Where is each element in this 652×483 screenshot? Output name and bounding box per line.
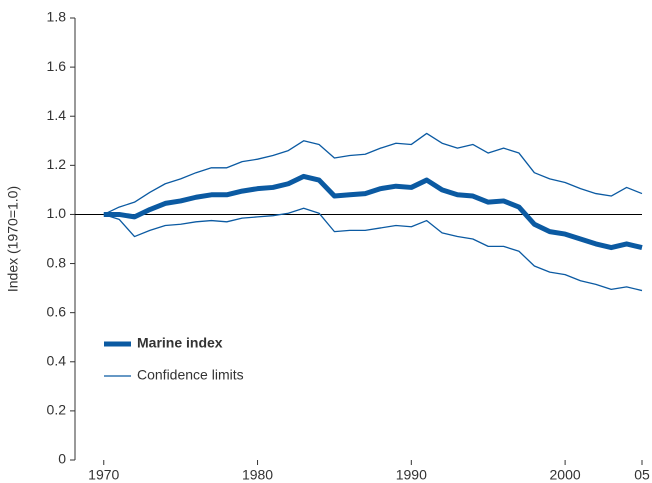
y-tick-label: 0.6 <box>47 303 67 319</box>
index-line <box>103 173 643 251</box>
x-tick-label: 05 <box>634 467 650 483</box>
y-tick-label: 0 <box>58 451 66 467</box>
y-tick-label: 0.4 <box>47 352 67 368</box>
confidence-upper <box>103 132 643 216</box>
y-tick-label: 1.6 <box>47 58 67 74</box>
y-tick-label: 0.2 <box>47 402 67 418</box>
y-tick-label: 1.8 <box>47 9 67 25</box>
confidence-lower <box>103 207 643 292</box>
y-axis-label: Index (1970=1.0) <box>5 186 21 292</box>
y-tick-label: 1.2 <box>47 156 67 172</box>
y-tick-label: 1.0 <box>47 205 67 221</box>
y-tick-label: 0.8 <box>47 254 67 270</box>
legend-label: Marine index <box>137 335 223 351</box>
x-tick-label: 2000 <box>550 467 581 483</box>
y-tick-label: 1.4 <box>47 107 67 123</box>
x-tick-label: 1970 <box>88 467 119 483</box>
x-tick-label: 1990 <box>396 467 427 483</box>
x-tick-label: 1980 <box>242 467 273 483</box>
legend-label: Confidence limits <box>137 367 244 383</box>
